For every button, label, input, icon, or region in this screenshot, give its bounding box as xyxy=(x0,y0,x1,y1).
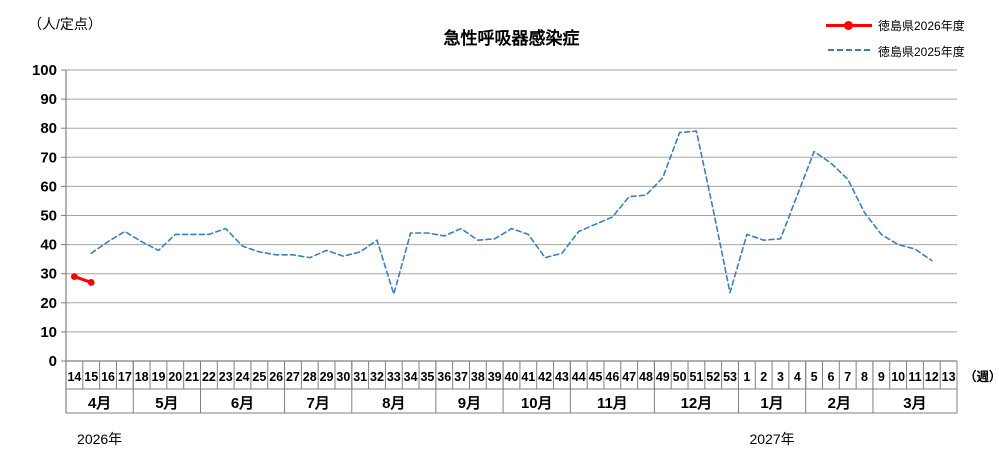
y-tick-label: 50 xyxy=(40,208,57,225)
month-label: 2月 xyxy=(828,395,851,412)
legend-label-2025: 徳島県2025年度 xyxy=(878,44,965,59)
week-tick-label: 42 xyxy=(538,370,552,384)
week-tick-label: 52 xyxy=(706,370,720,384)
week-tick-label: 9 xyxy=(878,370,885,384)
y-tick-label: 70 xyxy=(40,149,57,166)
month-label: 8月 xyxy=(382,395,405,412)
week-tick-label: 25 xyxy=(252,370,266,384)
week-tick-label: 49 xyxy=(656,370,670,384)
week-tick-label: 22 xyxy=(202,370,216,384)
week-tick-label: 45 xyxy=(589,370,603,384)
week-tick-label: 34 xyxy=(404,370,418,384)
week-tick-label: 21 xyxy=(185,370,199,384)
data-point-series-0 xyxy=(71,273,78,281)
week-tick-label: 2 xyxy=(760,370,767,384)
y-tick-label: 60 xyxy=(40,178,57,195)
week-tick-label: 1 xyxy=(743,370,750,384)
week-tick-label: 4 xyxy=(794,370,801,384)
week-tick-label: 23 xyxy=(219,370,233,384)
week-tick-label: 30 xyxy=(336,370,350,384)
month-label: 12月 xyxy=(681,395,713,412)
legend-item-2026: 徳島県2026年度 xyxy=(826,12,965,38)
y-axis-unit-label: （人/定点） xyxy=(28,16,102,32)
week-tick-label: 48 xyxy=(639,370,653,384)
week-tick-label: 47 xyxy=(622,370,636,384)
week-tick-label: 3 xyxy=(777,370,784,384)
month-label: 6月 xyxy=(231,395,254,412)
month-label: 7月 xyxy=(306,395,329,412)
week-tick-label: 19 xyxy=(152,370,166,384)
y-tick-label: 100 xyxy=(32,62,57,79)
week-tick-label: 15 xyxy=(84,370,98,384)
legend-line-sample-dashed xyxy=(826,44,872,58)
y-tick-label: 80 xyxy=(40,120,57,137)
week-tick-label: 31 xyxy=(353,370,367,384)
week-tick-label: 11 xyxy=(908,370,921,384)
week-tick-label: 18 xyxy=(135,370,149,384)
week-tick-label: 38 xyxy=(471,370,485,384)
week-tick-label: 46 xyxy=(605,370,619,384)
month-label: 3月 xyxy=(903,395,926,412)
y-tick-label: 0 xyxy=(49,353,57,370)
week-tick-label: 5 xyxy=(811,370,818,384)
week-tick-label: 20 xyxy=(168,370,182,384)
week-tick-label: 37 xyxy=(454,370,468,384)
week-tick-label: 36 xyxy=(437,370,451,384)
week-tick-label: 12 xyxy=(925,370,939,384)
legend: 徳島県2026年度 徳島県2025年度 xyxy=(826,12,965,64)
week-tick-label: 7 xyxy=(844,370,851,384)
blue-dashed-line-icon xyxy=(828,49,870,51)
year-label: 2026年 xyxy=(77,431,122,447)
red-marker-icon xyxy=(844,21,853,30)
week-tick-label: 32 xyxy=(370,370,384,384)
week-tick-label: 51 xyxy=(689,370,703,384)
week-tick-label: 14 xyxy=(67,370,81,384)
week-tick-label: 33 xyxy=(387,370,401,384)
month-label: 10月 xyxy=(521,395,553,412)
legend-line-sample-solid xyxy=(826,18,872,32)
month-label: 4月 xyxy=(88,395,111,412)
week-tick-label: 40 xyxy=(505,370,519,384)
y-tick-label: 20 xyxy=(40,295,57,312)
week-tick-label: 6 xyxy=(827,370,834,384)
chart-title: 急性呼吸器感染症 xyxy=(443,29,580,48)
week-tick-label: 16 xyxy=(101,370,115,384)
legend-label-2026: 徳島県2026年度 xyxy=(878,18,965,33)
y-tick-label: 30 xyxy=(40,266,57,283)
week-tick-label: 26 xyxy=(269,370,283,384)
week-tick-label: 24 xyxy=(236,370,250,384)
month-label: 1月 xyxy=(760,395,783,412)
week-tick-label: 10 xyxy=(891,370,905,384)
y-tick-label: 40 xyxy=(40,237,57,254)
week-tick-label: 44 xyxy=(572,370,586,384)
week-tick-label: 27 xyxy=(286,370,300,384)
month-label: 5月 xyxy=(155,395,178,412)
month-label: 9月 xyxy=(458,395,481,412)
week-tick-label: 8 xyxy=(861,370,868,384)
legend-item-2025: 徳島県2025年度 xyxy=(826,38,965,64)
week-tick-label: 50 xyxy=(673,370,687,384)
week-axis-unit-label: （週） xyxy=(964,369,999,384)
week-tick-label: 41 xyxy=(521,370,535,384)
month-label: 11月 xyxy=(597,395,628,412)
week-tick-label: 39 xyxy=(488,370,502,384)
week-tick-label: 28 xyxy=(303,370,317,384)
week-tick-label: 53 xyxy=(723,370,737,384)
week-tick-label: 17 xyxy=(118,370,132,384)
week-tick-label: 35 xyxy=(420,370,434,384)
year-label: 2027年 xyxy=(749,431,794,447)
data-point-series-0 xyxy=(87,279,95,286)
y-tick-label: 90 xyxy=(40,91,57,108)
week-tick-label: 13 xyxy=(942,370,956,384)
y-tick-label: 10 xyxy=(40,324,57,341)
week-tick-label: 43 xyxy=(555,370,569,384)
series-line-1 xyxy=(90,130,933,295)
week-tick-label: 29 xyxy=(320,370,334,384)
